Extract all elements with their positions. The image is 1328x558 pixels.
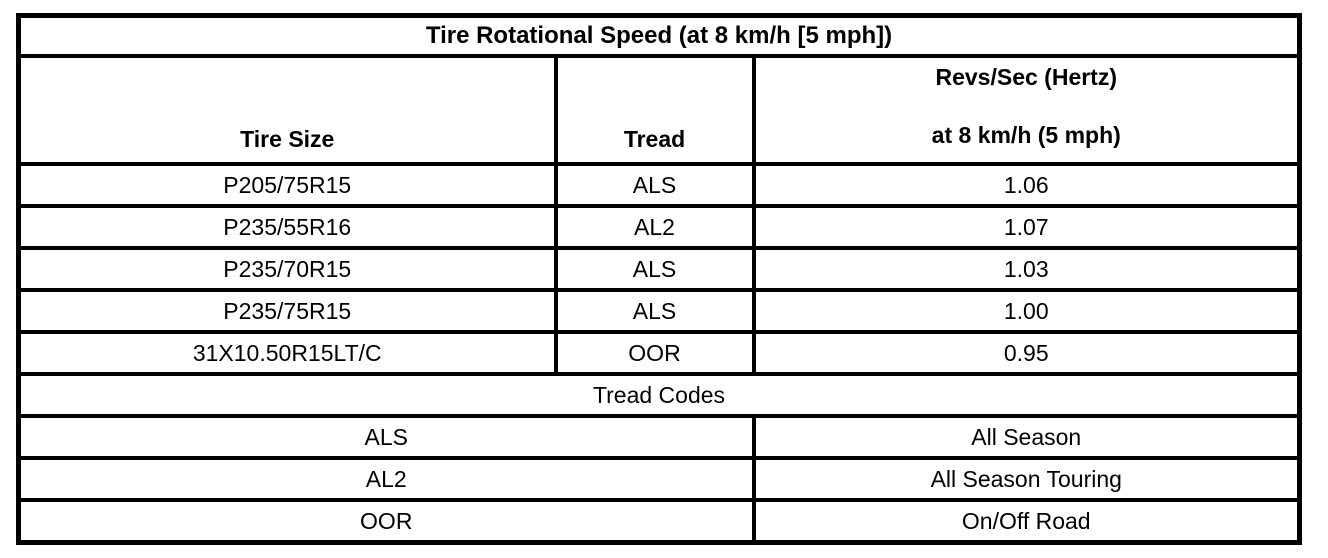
tire-rotational-speed-table: Tire Rotational Speed (at 8 km/h [5 mph]… — [16, 13, 1302, 545]
revs-header-line2: at 8 km/h (5 mph) — [931, 122, 1121, 148]
revs-header-stack: Revs/Sec (Hertz) at 8 km/h (5 mph) — [758, 62, 1296, 158]
column-header-revs: Revs/Sec (Hertz) at 8 km/h (5 mph) — [751, 54, 1302, 166]
tread-code-row: OOR On/Off Road — [16, 498, 1302, 545]
tire-size-cell: 31X10.50R15LT/C — [16, 330, 558, 376]
table-row: P235/55R16 AL2 1.07 — [16, 204, 1302, 250]
tread-codes-header-row: Tread Codes — [16, 372, 1302, 418]
tread-codes-section-title: Tread Codes — [16, 372, 1302, 418]
tread-code-description-cell: All Season — [751, 414, 1302, 460]
tire-size-cell: P235/75R15 — [16, 288, 558, 334]
tread-header-label: Tread — [623, 126, 686, 152]
tread-code-cell: ALS — [16, 414, 756, 460]
table-title-row: Tire Rotational Speed (at 8 km/h [5 mph]… — [16, 13, 1302, 58]
revs-header-line1: Revs/Sec (Hertz) — [935, 64, 1118, 90]
tread-cell: ALS — [553, 246, 756, 292]
tread-cell: ALS — [553, 288, 756, 334]
table-title: Tire Rotational Speed (at 8 km/h [5 mph]… — [16, 13, 1302, 58]
table-row: P235/75R15 ALS 1.00 — [16, 288, 1302, 334]
revs-cell: 0.95 — [751, 330, 1302, 376]
table-row: P235/70R15 ALS 1.03 — [16, 246, 1302, 292]
column-header-tread: Tread — [553, 54, 756, 166]
tread-cell: AL2 — [553, 204, 756, 250]
revs-cell: 1.03 — [751, 246, 1302, 292]
tire-size-cell: P235/55R16 — [16, 204, 558, 250]
revs-cell: 1.07 — [751, 204, 1302, 250]
tread-code-row: ALS All Season — [16, 414, 1302, 460]
revs-cell: 1.00 — [751, 288, 1302, 334]
tire-size-cell: P235/70R15 — [16, 246, 558, 292]
tread-cell: ALS — [553, 162, 756, 208]
table-row: P205/75R15 ALS 1.06 — [16, 162, 1302, 208]
tread-code-cell: AL2 — [16, 456, 756, 502]
tire-size-header-label: Tire Size — [240, 126, 335, 152]
table-header-row: Tire Size Tread Revs/Sec (Hertz) at 8 km… — [16, 54, 1302, 166]
column-header-tire-size: Tire Size — [16, 54, 558, 166]
tread-code-row: AL2 All Season Touring — [16, 456, 1302, 502]
revs-cell: 1.06 — [751, 162, 1302, 208]
tread-code-cell: OOR — [16, 498, 756, 545]
tread-code-description-cell: All Season Touring — [751, 456, 1302, 502]
tread-code-description-cell: On/Off Road — [751, 498, 1302, 545]
table-row: 31X10.50R15LT/C OOR 0.95 — [16, 330, 1302, 376]
tire-size-cell: P205/75R15 — [16, 162, 558, 208]
tread-cell: OOR — [553, 330, 756, 376]
